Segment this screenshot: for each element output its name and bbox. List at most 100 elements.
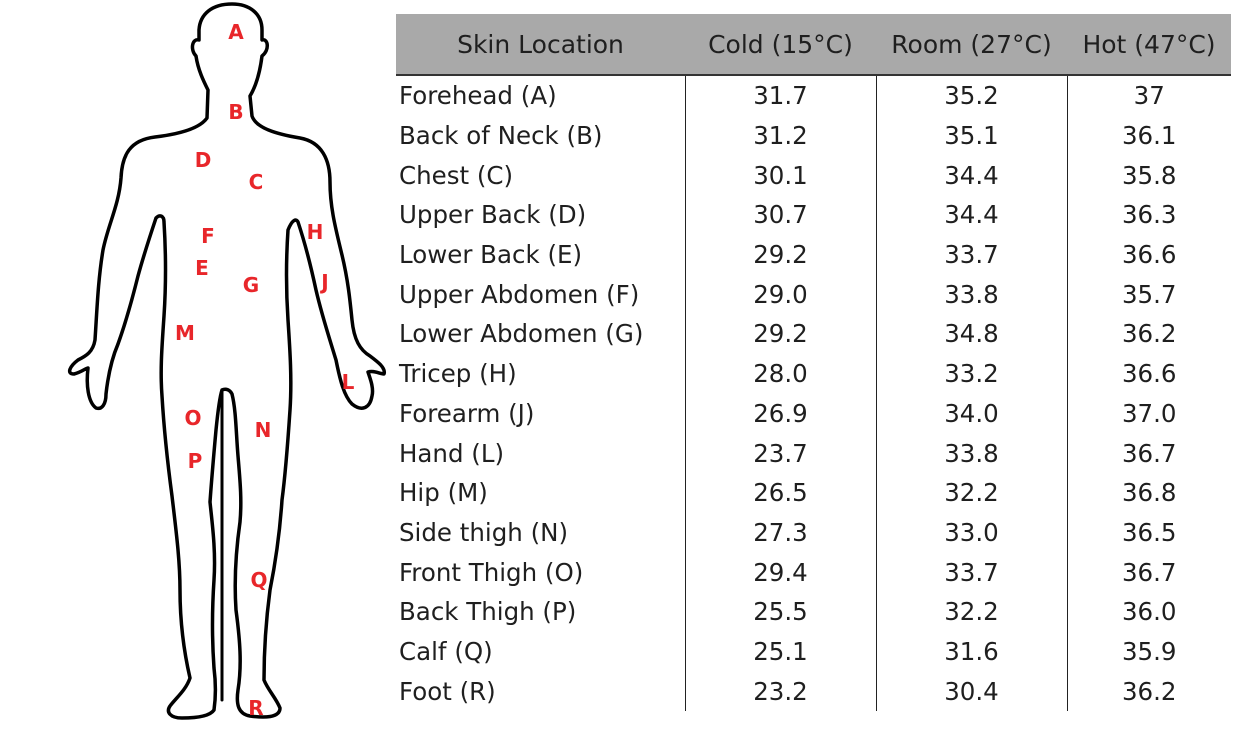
cell-hot: 36.7 [1121, 557, 1177, 587]
cell-location: Chest (C) [396, 155, 686, 196]
cell-cold: 27.3 [685, 512, 877, 553]
cell-room: 32.2 [876, 591, 1068, 632]
cell-cold: 29.2 [685, 234, 877, 275]
cell-location: Forearm (J) [396, 393, 686, 434]
cell-location: Forehead (A) [396, 75, 686, 116]
cell-cold: 26.5 [685, 472, 877, 513]
cell-location: Hip (M) [396, 472, 686, 513]
cell-hot: 36.6 [1121, 359, 1177, 389]
cell-cold: 25.1 [685, 631, 877, 672]
cell-cold: 29.2 [685, 314, 877, 354]
cell-location: Upper Back (D) [396, 195, 686, 235]
table-row: Forehead (A) 31.7 35.2 37 [396, 75, 1231, 116]
cell-room: 33.0 [876, 512, 1068, 553]
cell-room: 33.8 [876, 274, 1068, 315]
cell-room: 33.7 [876, 234, 1068, 275]
cell-location: Side thigh (N) [396, 512, 686, 553]
body-label-j: J [321, 270, 329, 294]
cell-hot: 36.7 [1121, 438, 1177, 468]
body-label-f: F [201, 224, 215, 248]
body-label-q: Q [250, 568, 268, 592]
table-row: Tricep (H) 28.0 33.2 36.6 [396, 353, 1231, 394]
table-row: Back Thigh (P) 25.5 32.2 36.0 [396, 591, 1231, 632]
cell-room: 30.4 [876, 671, 1068, 711]
body-label-a: A [228, 20, 244, 44]
table-row: Side thigh (N) 27.3 33.0 36.5 [396, 512, 1231, 553]
cell-hot: 35.9 [1121, 636, 1177, 666]
cell-cold: 25.5 [685, 591, 877, 632]
body-label-m: M [175, 321, 195, 345]
cell-room: 34.4 [876, 155, 1068, 196]
body-label-b: B [228, 100, 244, 124]
cell-hot: 35.7 [1121, 279, 1177, 309]
cell-hot: 36.5 [1121, 517, 1177, 547]
cell-hot: 36.8 [1121, 478, 1177, 508]
cell-hot: 36.2 [1121, 319, 1177, 349]
cell-location: Foot (R) [396, 671, 686, 711]
cell-cold: 28.0 [685, 353, 877, 394]
cell-hot: 36.0 [1121, 597, 1177, 627]
table-row: Chest (C) 30.1 34.4 35.8 [396, 155, 1231, 196]
cell-room: 34.0 [876, 393, 1068, 434]
table-row: Forearm (J) 26.9 34.0 37.0 [396, 393, 1231, 434]
body-label-r: R [248, 696, 264, 720]
table-header-row: Skin Location Cold (15°C) Room (27°C) Ho… [396, 14, 1231, 76]
cell-location: Lower Back (E) [396, 234, 686, 275]
body-label-c: C [248, 170, 264, 194]
table-row: Front Thigh (O) 29.4 33.7 36.7 [396, 552, 1231, 592]
cell-room: 33.7 [876, 552, 1068, 592]
cell-cold: 29.4 [685, 552, 877, 592]
cell-cold: 30.1 [685, 155, 877, 196]
cell-location: Back Thigh (P) [396, 591, 686, 632]
cell-hot: 36.6 [1121, 240, 1177, 270]
cell-location: Upper Abdomen (F) [396, 274, 686, 315]
table-row: Hand (L) 23.7 33.8 36.7 [396, 433, 1231, 473]
body-label-p: P [187, 449, 203, 473]
body-label-d: D [194, 148, 212, 172]
cell-cold: 23.7 [685, 433, 877, 473]
header-cold: Cold (15°C) [685, 14, 876, 76]
cell-cold: 29.0 [685, 274, 877, 315]
header-room: Room (27°C) [876, 14, 1067, 76]
skin-temperature-table: Skin Location Cold (15°C) Room (27°C) Ho… [396, 14, 1231, 711]
cell-cold: 30.7 [685, 195, 877, 235]
table-row: Foot (R) 23.2 30.4 36.2 [396, 671, 1231, 711]
table-row: Hip (M) 26.5 32.2 36.8 [396, 472, 1231, 513]
body-label-l: L [341, 370, 355, 394]
cell-hot: 35.8 [1121, 160, 1177, 190]
table-row: Lower Back (E) 29.2 33.7 36.6 [396, 234, 1231, 275]
cell-room: 34.4 [876, 195, 1068, 235]
header-skin-location: Skin Location [396, 14, 685, 76]
cell-cold: 31.7 [685, 75, 877, 116]
cell-room: 33.2 [876, 353, 1068, 394]
cell-location: Front Thigh (O) [396, 552, 686, 592]
header-hot: Hot (47°C) [1067, 14, 1231, 76]
cell-hot: 36.2 [1121, 676, 1177, 706]
cell-room: 35.1 [876, 115, 1068, 156]
cell-cold: 23.2 [685, 671, 877, 711]
cell-hot: 36.1 [1121, 121, 1177, 151]
table-row: Calf (Q) 25.1 31.6 35.9 [396, 631, 1231, 672]
body-label-e: E [195, 256, 209, 280]
cell-room: 31.6 [876, 631, 1068, 672]
body-label-g: G [242, 273, 260, 297]
cell-room: 33.8 [876, 433, 1068, 473]
body-label-h: H [306, 220, 324, 244]
table-row: Upper Abdomen (F) 29.0 33.8 35.7 [396, 274, 1231, 315]
cell-location: Lower Abdomen (G) [396, 314, 686, 354]
cell-location: Hand (L) [396, 433, 686, 473]
cell-room: 34.8 [876, 314, 1068, 354]
cell-cold: 31.2 [685, 115, 877, 156]
cell-hot: 37 [1133, 81, 1165, 111]
cell-hot: 36.3 [1121, 200, 1177, 230]
cell-room: 32.2 [876, 472, 1068, 513]
cell-location: Calf (Q) [396, 631, 686, 672]
table-row: Upper Back (D) 30.7 34.4 36.3 [396, 195, 1231, 235]
cell-location: Tricep (H) [396, 353, 686, 394]
cell-hot: 37.0 [1121, 398, 1177, 428]
body-label-o: O [184, 406, 202, 430]
cell-location: Back of Neck (B) [396, 115, 686, 156]
body-label-n: N [254, 418, 272, 442]
body-outline-icon [67, 2, 387, 720]
